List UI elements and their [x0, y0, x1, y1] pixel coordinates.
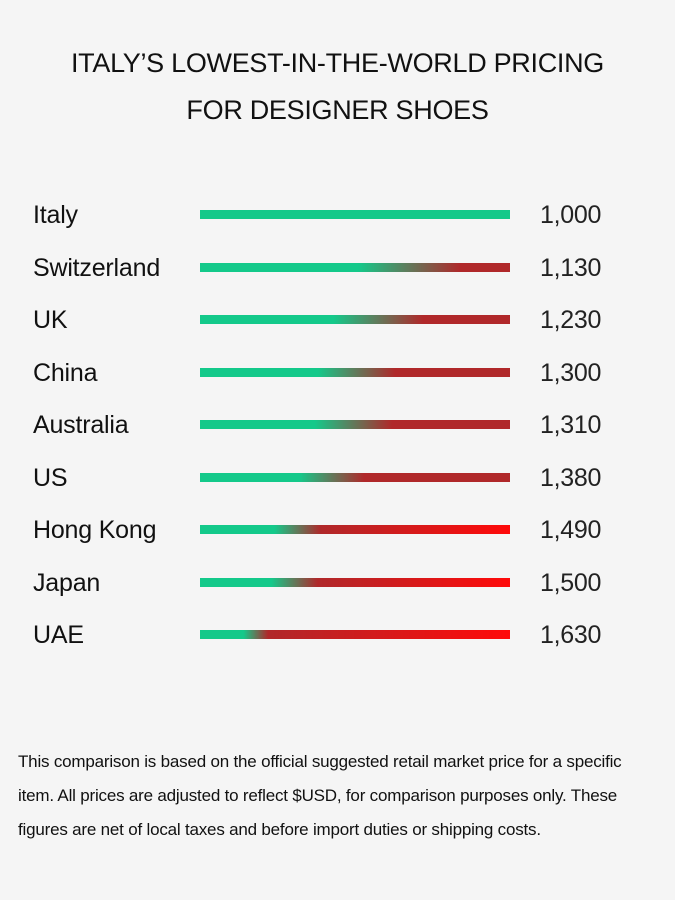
price-bar	[200, 262, 510, 272]
chart-title-line-2: FOR DESIGNER SHOES	[186, 95, 489, 125]
bar-row: US 1,380	[0, 458, 675, 498]
bar-row: UAE 1,630	[0, 615, 675, 655]
value-label: 1,300	[540, 358, 602, 387]
category-label: Switzerland	[33, 253, 161, 282]
category-label: UAE	[33, 621, 84, 649]
value-label: 1,500	[540, 568, 602, 597]
value-label: 1,000	[540, 201, 602, 229]
value-label: 1,310	[540, 411, 602, 439]
value-label: 1,230	[540, 306, 602, 334]
bar-row: Switzerland 1,130	[0, 248, 675, 288]
price-bar	[200, 420, 510, 429]
bar-row: China 1,300	[0, 353, 675, 393]
category-label: Japan	[33, 568, 101, 597]
value-label: 1,130	[540, 253, 602, 282]
bar-row: Australia 1,310	[0, 405, 675, 445]
bar-row: Japan 1,500	[0, 563, 675, 603]
price-bar	[200, 367, 510, 377]
category-label: China	[33, 358, 98, 387]
value-label: 1,380	[540, 463, 602, 492]
value-label: 1,630	[540, 621, 602, 649]
price-bar	[200, 315, 510, 324]
category-label: US	[33, 463, 68, 492]
price-bar	[200, 472, 510, 482]
category-label: Italy	[33, 201, 78, 229]
price-bar	[200, 210, 510, 219]
chart-title: ITALY’S LOWEST-IN-THE-WORLD PRICING FOR …	[0, 40, 675, 134]
bar-row: Italy 1,000	[0, 195, 675, 235]
category-label: UK	[33, 306, 68, 334]
category-label: Hong Kong	[33, 516, 157, 544]
price-bar	[200, 630, 510, 639]
price-bar	[200, 577, 510, 587]
bar-row: Hong Kong 1,490	[0, 510, 675, 550]
value-label: 1,490	[540, 516, 602, 544]
footnote: This comparison is based on the official…	[18, 752, 622, 839]
price-bar	[200, 525, 510, 534]
chart-title-line-1: ITALY’S LOWEST-IN-THE-WORLD PRICING	[70, 48, 605, 78]
bar-row: UK 1,230	[0, 300, 675, 340]
category-label: Australia	[33, 411, 129, 439]
